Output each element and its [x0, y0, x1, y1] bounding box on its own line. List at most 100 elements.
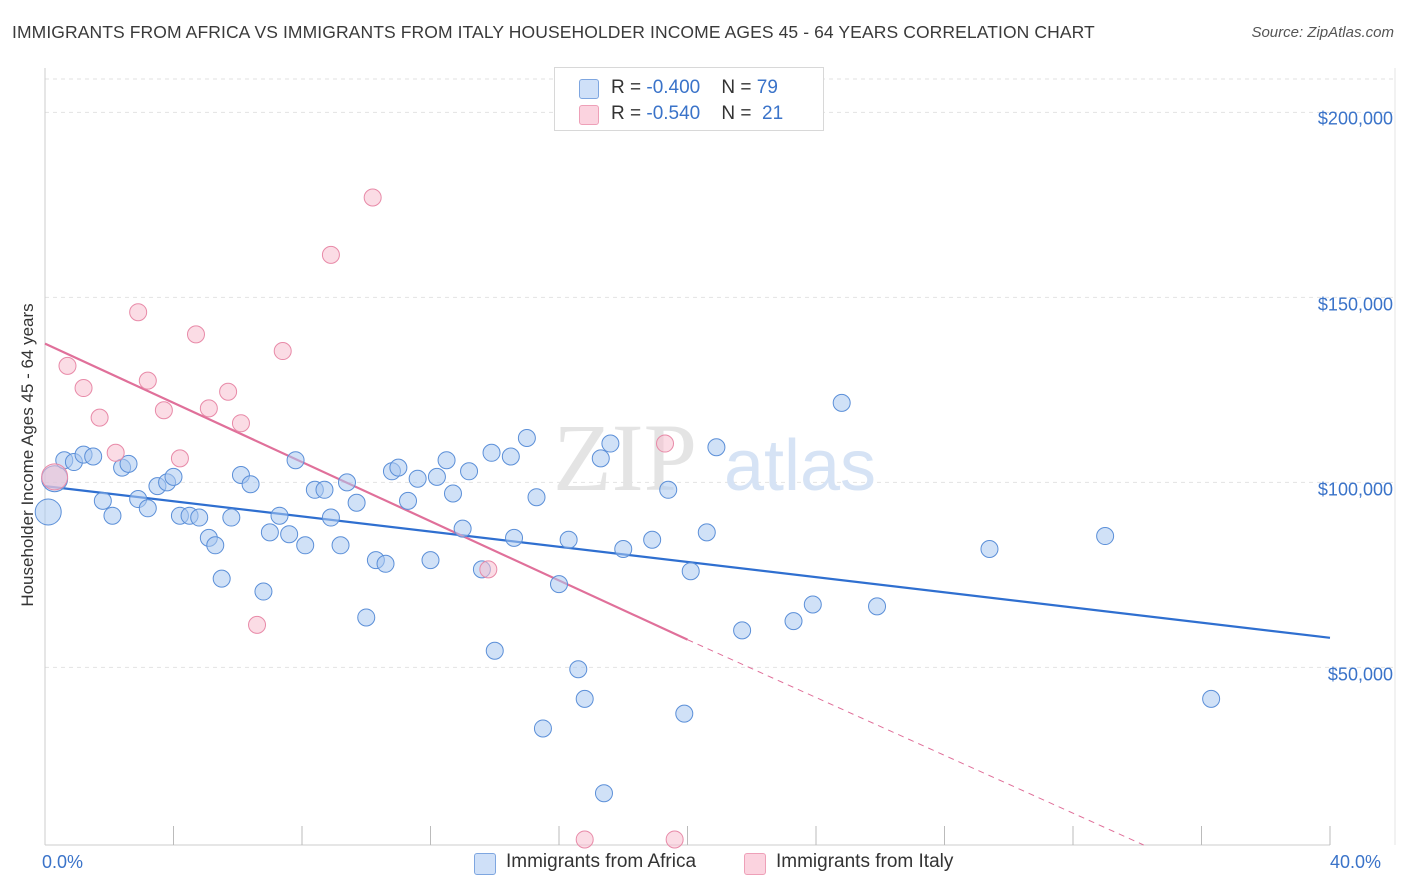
- italy-point: [575, 830, 594, 849]
- africa-point: [569, 660, 588, 679]
- africa-point: [675, 704, 694, 723]
- watermark-atlas: atlas: [724, 426, 876, 506]
- italy-point: [199, 399, 218, 418]
- r-value: -0.540: [646, 103, 701, 124]
- africa-point: [260, 523, 279, 542]
- legend-label-africa: Immigrants from Africa: [506, 851, 697, 872]
- africa-point: [980, 540, 999, 558]
- y-tick-labels: $50,000 $100,000 $150,000 $200,000: [1318, 108, 1393, 684]
- africa-point: [222, 508, 241, 527]
- africa-point: [427, 467, 446, 486]
- africa-point: [437, 451, 456, 470]
- italy-point: [665, 830, 684, 849]
- africa-point: [575, 689, 594, 708]
- africa-point: [376, 554, 395, 573]
- africa-point: [337, 473, 356, 492]
- africa-point: [784, 612, 803, 631]
- africa-point: [270, 506, 289, 525]
- n-value: 79: [756, 77, 778, 98]
- africa-point: [408, 469, 427, 488]
- africa-point: [93, 491, 112, 510]
- italy-point: [231, 414, 250, 433]
- africa-point: [254, 582, 273, 601]
- italy-point: [321, 245, 340, 264]
- africa-point: [733, 621, 752, 640]
- africa-point: [550, 575, 568, 594]
- africa-point: [138, 499, 157, 518]
- y-tick-label: $100,000: [1318, 479, 1393, 499]
- italy-point: [154, 401, 173, 420]
- italy-point: [41, 463, 69, 491]
- italy-legend-swatch: [744, 853, 766, 875]
- africa-point: [1096, 527, 1115, 546]
- africa-point: [697, 523, 716, 542]
- r-label: R =: [611, 77, 647, 98]
- africa-legend-swatch: [474, 853, 496, 875]
- x-tick-label-min: 0.0%: [42, 852, 84, 872]
- africa-point: [164, 467, 183, 486]
- africa-point: [357, 608, 376, 627]
- africa-point: [190, 508, 209, 527]
- africa-point: [1202, 689, 1221, 708]
- africa-point: [460, 462, 479, 481]
- n-label: N =: [721, 77, 757, 98]
- africa-point: [34, 498, 62, 526]
- watermark: ZIP atlas: [553, 404, 876, 511]
- n-label: N =: [721, 103, 757, 124]
- africa-point: [643, 530, 662, 549]
- africa-point: [212, 569, 231, 588]
- africa-swatch: [579, 79, 599, 99]
- series-legend: Immigrants from Africa Immigrants from I…: [0, 851, 1406, 877]
- italy-point: [219, 382, 238, 401]
- x-tick-label-max: 40.0%: [1330, 852, 1382, 872]
- italy-point: [106, 443, 125, 462]
- africa-point: [84, 447, 103, 466]
- africa-point: [241, 475, 260, 494]
- africa-point: [482, 443, 501, 462]
- y-tick-label: $200,000: [1318, 108, 1393, 128]
- africa-point: [206, 536, 225, 555]
- r-label: R =: [611, 103, 647, 124]
- africa-point: [453, 519, 472, 538]
- africa-point: [533, 719, 552, 738]
- italy-point: [74, 379, 93, 398]
- legend-label-italy: Immigrants from Italy: [776, 851, 954, 872]
- africa-point: [399, 491, 418, 510]
- africa-point: [527, 488, 546, 507]
- axes: [44, 68, 1396, 846]
- africa-point: [296, 536, 315, 555]
- africa-point: [594, 784, 613, 803]
- italy-trend-line-extrapolated: [687, 639, 1144, 846]
- gridlines: [45, 78, 1395, 668]
- africa-point: [601, 434, 620, 453]
- italy-point: [129, 303, 148, 322]
- italy-point: [186, 325, 205, 344]
- africa-point: [280, 525, 299, 544]
- chart-title: IMMIGRANTS FROM AFRICA VS IMMIGRANTS FRO…: [12, 22, 1095, 42]
- y-tick-label: $50,000: [1328, 664, 1393, 684]
- africa-point: [591, 449, 610, 468]
- africa-point: [321, 508, 340, 527]
- africa-point: [286, 451, 305, 470]
- italy-point: [58, 356, 77, 375]
- africa-point: [559, 530, 578, 549]
- italy-point: [273, 342, 292, 361]
- africa-point: [347, 493, 366, 512]
- africa-point: [659, 480, 678, 499]
- italy-point: [363, 188, 382, 207]
- italy-point: [170, 449, 189, 468]
- africa-point: [315, 480, 334, 499]
- italy-point: [248, 615, 267, 634]
- africa-point: [485, 641, 504, 660]
- trend-lines: [44, 342, 1331, 846]
- italy-point: [656, 434, 675, 453]
- stats-legend: R = -0.400 N = 79 R = -0.540 N = 21: [554, 67, 824, 131]
- africa-point: [103, 506, 122, 525]
- r-value: -0.400: [646, 77, 701, 98]
- africa-point: [803, 595, 822, 614]
- italy-swatch: [579, 105, 599, 125]
- africa-point: [614, 540, 633, 558]
- italy-trend-line: [44, 342, 688, 641]
- italy-point: [479, 560, 498, 579]
